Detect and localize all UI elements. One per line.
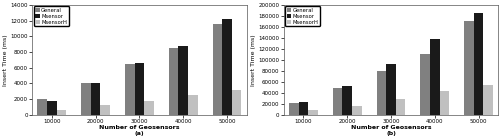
Bar <box>342 86 352 115</box>
Bar <box>439 91 449 115</box>
Legend: General, Msensor, MsensorH: General, Msensor, MsensorH <box>286 6 320 26</box>
Y-axis label: Insert Time (ms): Insert Time (ms) <box>251 34 256 86</box>
X-axis label: Number of Geosensors
(b): Number of Geosensors (b) <box>351 125 431 136</box>
Bar <box>474 13 483 115</box>
Y-axis label: Insert Time (ms): Insert Time (ms) <box>3 34 8 86</box>
Bar <box>212 24 222 115</box>
Bar <box>125 64 135 115</box>
Bar <box>308 111 318 115</box>
Bar <box>464 21 474 115</box>
Bar <box>47 101 57 115</box>
Bar <box>396 99 405 115</box>
Bar <box>135 63 144 115</box>
Bar <box>144 101 154 115</box>
Bar <box>178 46 188 115</box>
Bar <box>232 90 241 115</box>
Bar <box>430 39 439 115</box>
Bar <box>222 19 232 115</box>
Bar <box>188 95 198 115</box>
Bar <box>386 64 396 115</box>
Bar <box>299 102 308 115</box>
Bar <box>57 110 66 115</box>
Bar <box>333 88 342 115</box>
Legend: General, Msensor, MsensorH: General, Msensor, MsensorH <box>34 6 69 26</box>
Bar <box>81 83 91 115</box>
Bar <box>377 71 386 115</box>
Bar <box>483 85 493 115</box>
Bar <box>420 54 430 115</box>
X-axis label: Number of Geosensors
(a): Number of Geosensors (a) <box>99 125 180 136</box>
Bar <box>289 103 299 115</box>
Bar <box>101 105 110 115</box>
Bar <box>91 83 101 115</box>
Bar <box>169 48 178 115</box>
Bar <box>38 99 47 115</box>
Bar <box>352 106 362 115</box>
